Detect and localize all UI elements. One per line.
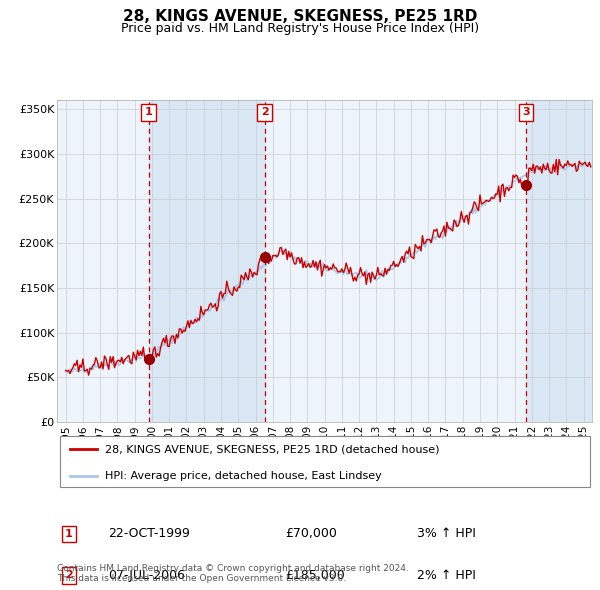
Text: Price paid vs. HM Land Registry's House Price Index (HPI): Price paid vs. HM Land Registry's House … [121,22,479,35]
Text: 28, KINGS AVENUE, SKEGNESS, PE25 1RD: 28, KINGS AVENUE, SKEGNESS, PE25 1RD [123,9,477,24]
Text: 28, KINGS AVENUE, SKEGNESS, PE25 1RD (detached house): 28, KINGS AVENUE, SKEGNESS, PE25 1RD (de… [105,444,440,454]
FancyBboxPatch shape [59,437,590,487]
Text: 2% ↑ HPI: 2% ↑ HPI [417,569,476,582]
Text: 22-OCT-1999: 22-OCT-1999 [108,527,190,540]
Text: £70,000: £70,000 [285,527,337,540]
Text: Contains HM Land Registry data © Crown copyright and database right 2024.: Contains HM Land Registry data © Crown c… [57,565,409,573]
Bar [149,100,265,422]
Text: 1: 1 [145,107,152,117]
Text: £185,000: £185,000 [285,569,345,582]
Text: 2: 2 [260,107,268,117]
Text: This data is licensed under the Open Government Licence v3.0.: This data is licensed under the Open Gov… [57,574,346,583]
Text: 3: 3 [522,107,530,117]
Text: HPI: Average price, detached house, East Lindsey: HPI: Average price, detached house, East… [105,471,382,481]
Text: 1: 1 [65,529,73,539]
Text: 3% ↑ HPI: 3% ↑ HPI [417,527,476,540]
Bar [526,100,592,422]
Text: 07-JUL-2006: 07-JUL-2006 [108,569,185,582]
Text: 2: 2 [65,571,73,580]
